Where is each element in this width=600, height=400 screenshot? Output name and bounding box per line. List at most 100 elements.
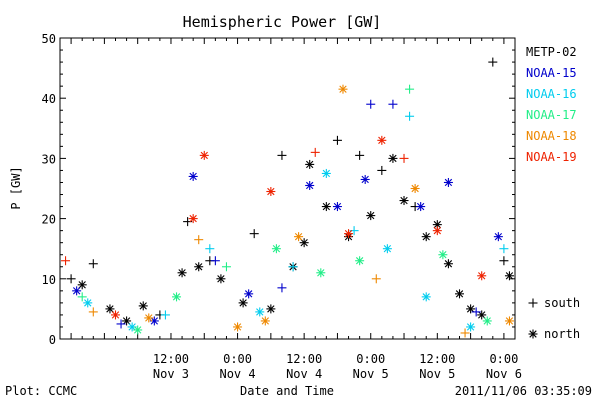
- x-tick-label-date: Nov 4: [219, 367, 255, 381]
- legend-entry-noaa-19: NOAA-19: [526, 150, 577, 164]
- point-metp-02: [388, 153, 398, 163]
- x-tick-label-time: 12:00: [153, 352, 189, 366]
- point-metp-02: [177, 268, 187, 278]
- point-noaa-16: [382, 244, 392, 254]
- point-metp-02: [488, 57, 498, 67]
- x-tick-label-date: Nov 6: [486, 367, 522, 381]
- point-noaa-18: [294, 232, 304, 242]
- point-noaa-17: [438, 250, 448, 260]
- y-axis-label: P [GW]: [9, 166, 23, 209]
- point-noaa-15: [471, 307, 481, 317]
- point-metp-02: [88, 259, 98, 269]
- point-noaa-15: [188, 171, 198, 181]
- point-noaa-18: [504, 316, 514, 326]
- point-noaa-16: [288, 262, 298, 272]
- point-noaa-19: [188, 214, 198, 224]
- point-noaa-18: [233, 322, 243, 332]
- legend-entry-metp-02: METP-02: [526, 45, 577, 59]
- point-metp-02: [216, 274, 226, 284]
- y-tick-label: 50: [42, 32, 56, 46]
- x-tick-label-date: Nov 4: [286, 367, 322, 381]
- x-tick-label-date: Nov 5: [353, 367, 389, 381]
- point-noaa-16: [466, 322, 476, 332]
- x-axis-label: Date and Time: [240, 384, 334, 398]
- point-metp-02: [238, 298, 248, 308]
- point-noaa-18: [371, 274, 381, 284]
- point-noaa-18: [144, 313, 154, 323]
- point-noaa-16: [127, 322, 137, 332]
- point-noaa-18: [410, 184, 420, 193]
- point-noaa-17: [133, 325, 143, 335]
- point-metp-02: [249, 229, 259, 239]
- point-noaa-17: [221, 262, 231, 272]
- x-tick-label-time: 0:00: [223, 352, 252, 366]
- marker-legend: south north: [528, 296, 580, 341]
- point-noaa-16: [83, 298, 93, 308]
- point-noaa-18: [260, 316, 270, 326]
- point-noaa-16: [255, 307, 265, 317]
- point-noaa-16: [321, 168, 331, 178]
- point-noaa-19: [266, 187, 276, 197]
- point-noaa-18: [194, 235, 204, 245]
- legend: METP-02 NOAA-15 NOAA-16 NOAA-17 NOAA-18 NOAA-…: [526, 45, 577, 164]
- point-noaa-15: [493, 232, 503, 242]
- point-noaa-19: [61, 256, 71, 266]
- point-metp-02: [377, 165, 387, 175]
- point-noaa-17: [355, 256, 365, 266]
- plot-frame: [59, 37, 516, 340]
- point-noaa-17: [172, 292, 182, 302]
- point-noaa-16: [205, 244, 215, 254]
- y-tick-label: 20: [42, 213, 56, 227]
- point-noaa-15: [72, 286, 82, 296]
- point-noaa-15: [416, 202, 426, 212]
- y-axis: 0 10 20 30 40 50: [42, 32, 515, 347]
- legend-entry-noaa-17: NOAA-17: [526, 108, 577, 122]
- point-noaa-15: [210, 256, 220, 266]
- point-noaa-16: [499, 244, 509, 254]
- point-metp-02: [194, 262, 204, 272]
- point-noaa-15: [244, 289, 254, 299]
- point-metp-02: [277, 150, 287, 160]
- point-noaa-16: [421, 292, 431, 302]
- point-metp-02: [455, 289, 465, 299]
- point-metp-02: [443, 259, 453, 269]
- legend-entry-noaa-18: NOAA-18: [526, 129, 577, 143]
- point-metp-02: [105, 304, 115, 314]
- point-metp-02: [299, 238, 309, 248]
- point-metp-02: [477, 310, 487, 320]
- point-metp-02: [355, 150, 365, 160]
- point-noaa-15: [443, 177, 453, 187]
- x-tick-label-date: Nov 5: [419, 367, 455, 381]
- point-metp-02: [77, 280, 87, 290]
- point-noaa-19: [432, 226, 442, 236]
- point-metp-02: [421, 232, 431, 242]
- point-metp-02: [138, 301, 148, 311]
- point-noaa-19: [199, 150, 209, 160]
- point-noaa-15: [388, 99, 398, 109]
- x-tick-label-time: 0:00: [356, 352, 385, 366]
- point-metp-02: [332, 135, 342, 145]
- point-noaa-19: [377, 135, 387, 145]
- point-noaa-15: [360, 174, 370, 184]
- x-tick-label-time: 12:00: [286, 352, 322, 366]
- point-metp-02: [504, 271, 514, 281]
- point-noaa-18: [338, 84, 348, 94]
- point-metp-02: [399, 196, 409, 206]
- chart-title: Hemispheric Power [GW]: [183, 13, 382, 31]
- point-noaa-15: [332, 202, 342, 212]
- point-noaa-15: [116, 319, 126, 329]
- x-tick-label-time: 12:00: [419, 352, 455, 366]
- legend-entry-noaa-15: NOAA-15: [526, 66, 577, 80]
- point-metp-02: [66, 274, 76, 284]
- marker-legend-label-north: north: [544, 327, 580, 341]
- point-metp-02: [122, 316, 132, 326]
- point-noaa-18: [88, 307, 98, 317]
- marker-legend-symbol-north: [528, 329, 538, 339]
- marker-legend-label-south: south: [544, 296, 580, 310]
- point-noaa-17: [271, 244, 281, 254]
- point-noaa-18: [460, 328, 470, 338]
- y-tick-label: 30: [42, 152, 56, 166]
- point-noaa-16: [160, 310, 170, 320]
